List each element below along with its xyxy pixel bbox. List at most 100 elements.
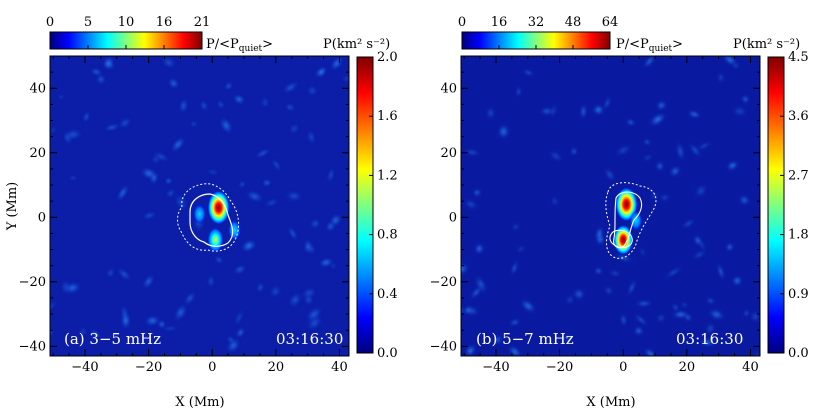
noise-speck (224, 82, 233, 91)
y-tick-label: −40 (430, 339, 457, 354)
noise-speck (314, 66, 328, 78)
noise-speck (326, 221, 335, 232)
noise-speck (271, 157, 282, 172)
noise-speck (633, 326, 644, 336)
x-axis-label-b: X (Mm) (586, 395, 635, 410)
power-peak (613, 224, 633, 255)
noise-speck (732, 275, 743, 286)
noise-speck (305, 306, 323, 323)
right-colorbar-a (356, 56, 374, 354)
top-colorbar-a-tick-label: 0 (46, 15, 54, 30)
noise-speck (219, 116, 233, 134)
noise-speck (78, 327, 87, 337)
noise-speck (655, 161, 665, 172)
noise-speck (592, 104, 605, 116)
x-tick-label: −20 (546, 360, 573, 375)
noise-speck (233, 94, 245, 105)
noise-speck (151, 154, 161, 164)
noise-speck (595, 226, 604, 242)
background-noise-a (50, 56, 349, 354)
noise-speck (165, 177, 172, 185)
noise-speck (493, 335, 503, 345)
x-tick-label: 0 (619, 360, 627, 375)
y-tick-label: 20 (29, 146, 46, 161)
noise-speck (681, 218, 696, 229)
noise-speck (264, 198, 279, 207)
plot-frame-b (460, 55, 761, 357)
contour-inner-b2 (609, 229, 633, 249)
noise-speck (708, 308, 725, 321)
noise-speck (512, 223, 520, 231)
noise-speck (614, 144, 632, 157)
noise-speck (285, 190, 303, 202)
top-colorbar-b-tick-label: 0 (458, 15, 466, 30)
noise-speck (254, 148, 272, 159)
noise-speck (245, 190, 264, 203)
noise-speck (643, 56, 656, 69)
noise-speck (731, 106, 749, 117)
noise-speck (226, 338, 241, 354)
noise-speck (161, 326, 179, 331)
noise-speck (676, 141, 685, 162)
noise-speck (626, 119, 636, 126)
panel-a-label: (a) 3−5 mHz (64, 330, 161, 348)
x-tick-label: −40 (482, 360, 509, 375)
noise-speck (142, 274, 155, 289)
noise-speck (144, 315, 161, 326)
contour-inner-b (613, 191, 643, 249)
noise-speck (665, 266, 683, 278)
noise-speck (693, 234, 702, 246)
noise-speck (269, 285, 282, 298)
noise-speck (307, 243, 316, 255)
noise-speck (608, 270, 622, 277)
noise-speck (621, 313, 627, 327)
noise-speck (744, 310, 749, 317)
top-colorbar-a-tick-label: 16 (156, 15, 173, 30)
noise-speck (285, 103, 295, 112)
noise-speck (256, 282, 264, 293)
top-colorbar-b-tick-label: 64 (602, 15, 619, 30)
noise-speck (153, 151, 170, 162)
noise-speck (200, 100, 208, 112)
top-colorbar-a-tick-label: 5 (84, 15, 92, 30)
noise-speck (310, 218, 321, 229)
noise-speck (627, 279, 637, 297)
noise-speck (650, 192, 659, 200)
power-peak (227, 219, 242, 241)
noise-speck (90, 329, 101, 339)
noise-speck (174, 303, 188, 322)
noise-speck (732, 62, 740, 70)
noise-speck (522, 69, 535, 76)
noise-speck (288, 292, 302, 308)
noise-speck (157, 320, 166, 329)
right-colorbar-b-tick-label: 1.8 (788, 228, 809, 243)
noise-speck (262, 179, 272, 187)
right-colorbar-a-tick-label: 0.8 (377, 228, 398, 243)
x-tick-label: 20 (268, 360, 285, 375)
noise-speck (473, 188, 482, 197)
x-tick-label: 40 (331, 360, 348, 375)
noise-speck (706, 297, 716, 304)
noise-speck (642, 154, 653, 161)
right-colorbar-b-label: P(km² s⁻²) (733, 37, 800, 52)
noise-speck (634, 313, 649, 327)
noise-speck (640, 246, 646, 258)
contour-outer-b (605, 182, 657, 259)
noise-speck (288, 226, 298, 241)
panel-a: 0 5 10 16 21 P/<Pquiet> P(km² s⁻²) −40 −20 0 20… (5, 15, 398, 410)
noise-speck (121, 311, 131, 330)
noise-speck (659, 194, 671, 201)
noise-speck (318, 257, 334, 268)
top-colorbar-a-tick-label: 10 (118, 15, 135, 30)
noise-speck (580, 104, 587, 119)
y-tick-label: 40 (29, 81, 46, 96)
noise-speck (165, 188, 176, 198)
noise-speck (63, 281, 82, 294)
noise-speck (50, 127, 56, 134)
noise-speck (168, 78, 179, 89)
noise-speck (69, 175, 78, 181)
noise-speck (289, 123, 300, 134)
noise-speck (516, 246, 526, 253)
noise-speck (142, 211, 157, 220)
noise-speck (509, 319, 521, 326)
